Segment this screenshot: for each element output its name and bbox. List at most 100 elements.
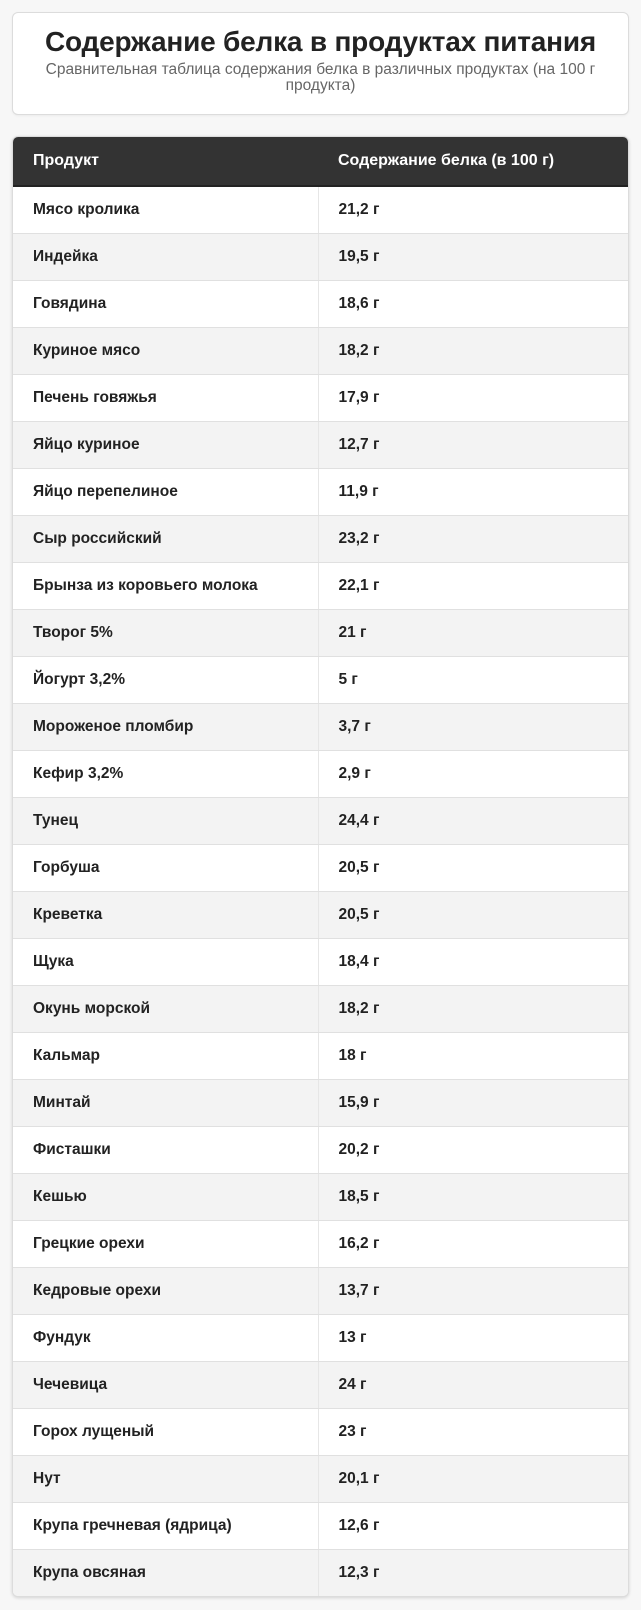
protein-cell: 24 г xyxy=(318,1361,628,1409)
table-row: Горох лущеный 23 г xyxy=(13,1408,628,1456)
table-row: Чечевица 24 г xyxy=(13,1361,628,1409)
protein-cell: 11,9 г xyxy=(318,468,628,516)
protein-cell: 18,2 г xyxy=(318,327,628,375)
table-row: Окунь морской 18,2 г xyxy=(13,985,628,1033)
protein-cell: 2,9 г xyxy=(318,750,628,798)
protein-cell: 12,6 г xyxy=(318,1502,628,1550)
protein-cell: 18,6 г xyxy=(318,280,628,328)
protein-cell: 12,3 г xyxy=(318,1549,628,1596)
protein-cell: 21 г xyxy=(318,609,628,657)
protein-cell: 18 г xyxy=(318,1032,628,1080)
table-row: Творог 5% 21 г xyxy=(13,609,628,657)
column-header-protein: Содержание белка (в 100 г) xyxy=(318,137,628,187)
product-cell: Куриное мясо xyxy=(13,327,319,375)
product-cell: Мороженое пломбир xyxy=(13,703,319,751)
table-row: Креветка 20,5 г xyxy=(13,891,628,939)
table-row: Кефир 3,2% 2,9 г xyxy=(13,750,628,798)
product-cell: Творог 5% xyxy=(13,609,319,657)
table-row: Сыр российский 23,2 г xyxy=(13,515,628,563)
table-body: Мясо кролика 21,2 г Индейка 19,5 г Говядина 1… xyxy=(13,186,628,1596)
product-cell: Кефир 3,2% xyxy=(13,750,319,798)
table-row: Горбуша 20,5 г xyxy=(13,844,628,892)
table-row: Кальмар 18 г xyxy=(13,1032,628,1080)
product-cell: Кедровые орехи xyxy=(13,1267,319,1315)
table-row: Мясо кролика 21,2 г xyxy=(13,186,628,234)
column-header-product: Продукт xyxy=(13,137,318,187)
product-cell: Индейка xyxy=(13,233,319,281)
product-cell: Щука xyxy=(13,938,319,986)
protein-cell: 13,7 г xyxy=(318,1267,628,1315)
protein-cell: 16,2 г xyxy=(318,1220,628,1268)
protein-cell: 18,2 г xyxy=(318,985,628,1033)
product-cell: Фисташки xyxy=(13,1126,319,1174)
product-cell: Грецкие орехи xyxy=(13,1220,319,1268)
product-cell: Мясо кролика xyxy=(13,186,319,234)
table-header: Продукт Содержание белка (в 100 г) xyxy=(13,137,628,187)
table-row: Йогурт 3,2% 5 г xyxy=(13,656,628,704)
protein-cell: 24,4 г xyxy=(318,797,628,845)
protein-cell: 21,2 г xyxy=(318,186,628,234)
table-row: Мороженое пломбир 3,7 г xyxy=(13,703,628,751)
table-row: Тунец 24,4 г xyxy=(13,797,628,845)
protein-cell: 5 г xyxy=(318,656,628,704)
protein-cell: 18,5 г xyxy=(318,1173,628,1221)
protein-table: Продукт Содержание белка (в 100 г) Мясо … xyxy=(13,137,628,1596)
table-row: Грецкие орехи 16,2 г xyxy=(13,1220,628,1268)
protein-cell: 19,5 г xyxy=(318,233,628,281)
table-row: Щука 18,4 г xyxy=(13,938,628,986)
protein-cell: 23,2 г xyxy=(318,515,628,563)
table-row: Минтай 15,9 г xyxy=(13,1079,628,1127)
protein-cell: 23 г xyxy=(318,1408,628,1456)
product-cell: Фундук xyxy=(13,1314,319,1362)
product-cell: Печень говяжья xyxy=(13,374,319,422)
product-cell: Крупа гречневая (ядрица) xyxy=(13,1502,319,1550)
protein-cell: 13 г xyxy=(318,1314,628,1362)
protein-cell: 17,9 г xyxy=(318,374,628,422)
table-row: Яйцо куриное 12,7 г xyxy=(13,421,628,469)
protein-cell: 3,7 г xyxy=(318,703,628,751)
table-row: Нут 20,1 г xyxy=(13,1455,628,1503)
table-row: Брынза из коровьего молока 22,1 г xyxy=(13,562,628,610)
product-cell: Брынза из коровьего молока xyxy=(13,562,319,610)
table-row: Кешью 18,5 г xyxy=(13,1173,628,1221)
protein-cell: 20,5 г xyxy=(318,891,628,939)
protein-cell: 20,2 г xyxy=(318,1126,628,1174)
product-cell: Тунец xyxy=(13,797,319,845)
product-cell: Говядина xyxy=(13,280,319,328)
protein-cell: 18,4 г xyxy=(318,938,628,986)
protein-table-card: Продукт Содержание белка (в 100 г) Мясо … xyxy=(12,136,629,1597)
product-cell: Чечевица xyxy=(13,1361,319,1409)
table-row: Говядина 18,6 г xyxy=(13,280,628,328)
product-cell: Яйцо перепелиное xyxy=(13,468,319,516)
product-cell: Кешью xyxy=(13,1173,319,1221)
table-row: Индейка 19,5 г xyxy=(13,233,628,281)
product-cell: Яйцо куриное xyxy=(13,421,319,469)
table-header-row: Продукт Содержание белка (в 100 г) xyxy=(13,137,628,187)
table-row: Фундук 13 г xyxy=(13,1314,628,1362)
table-row: Крупа овсяная 12,3 г xyxy=(13,1549,628,1596)
product-cell: Окунь морской xyxy=(13,985,319,1033)
product-cell: Креветка xyxy=(13,891,319,939)
table-row: Печень говяжья 17,9 г xyxy=(13,374,628,422)
page-title: Содержание белка в продуктах питания xyxy=(44,26,597,57)
protein-cell: 20,1 г xyxy=(318,1455,628,1503)
table-row: Кедровые орехи 13,7 г xyxy=(13,1267,628,1315)
product-cell: Нут xyxy=(13,1455,319,1503)
product-cell: Кальмар xyxy=(13,1032,319,1080)
product-cell: Горох лущеный xyxy=(13,1408,319,1456)
protein-cell: 12,7 г xyxy=(318,421,628,469)
product-cell: Йогурт 3,2% xyxy=(13,656,319,704)
header-card: Содержание белка в продуктах питания Сра… xyxy=(12,12,629,115)
protein-cell: 22,1 г xyxy=(318,562,628,610)
product-cell: Крупа овсяная xyxy=(13,1549,319,1596)
product-cell: Минтай xyxy=(13,1079,319,1127)
table-row: Яйцо перепелиное 11,9 г xyxy=(13,468,628,516)
table-row: Фисташки 20,2 г xyxy=(13,1126,628,1174)
page-subtitle: Сравнительная таблица содержания белка в… xyxy=(45,61,596,94)
protein-cell: 20,5 г xyxy=(318,844,628,892)
table-row: Куриное мясо 18,2 г xyxy=(13,327,628,375)
table-row: Крупа гречневая (ядрица) 12,6 г xyxy=(13,1502,628,1550)
product-cell: Сыр российский xyxy=(13,515,319,563)
protein-cell: 15,9 г xyxy=(318,1079,628,1127)
